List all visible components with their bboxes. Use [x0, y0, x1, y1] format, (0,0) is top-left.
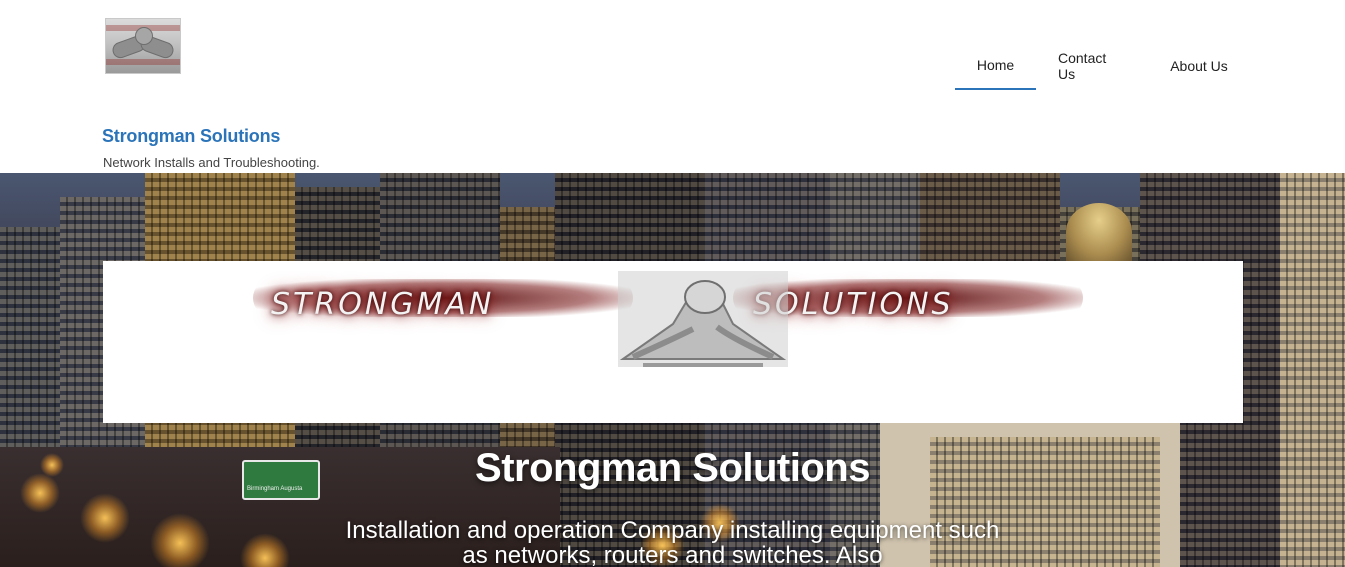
nav-contact-us-link[interactable]: Contact Us — [1058, 50, 1107, 82]
main-navigation: Home Contact Us About Us — [955, 44, 1250, 90]
nav-home-link[interactable]: Home — [955, 44, 1036, 90]
hero-description: Installation and operation Company insta… — [345, 517, 1000, 567]
strongman-solutions-banner-logo: STRONGMAN SOLUTIONS — [253, 269, 1083, 369]
banner-card: STRONGMAN SOLUTIONS — [103, 261, 1243, 423]
banner-text-left: STRONGMAN — [271, 287, 495, 322]
road-sign: Birmingham Augusta — [242, 460, 320, 500]
arm-wrestling-icon — [618, 271, 788, 367]
arm-wrestling-logo-icon[interactable] — [105, 18, 181, 74]
site-tagline: Network Installs and Troubleshooting. — [103, 155, 320, 170]
site-title[interactable]: Strongman Solutions — [102, 126, 281, 146]
nav-about-us-link[interactable]: About Us — [1170, 58, 1228, 74]
hero-title: Strongman Solutions — [475, 446, 870, 490]
hero-section: Birmingham Augusta STRONGMAN SOLUTIONS S… — [0, 173, 1345, 567]
site-header: Home Contact Us About Us Strongman Solut… — [0, 0, 1345, 173]
